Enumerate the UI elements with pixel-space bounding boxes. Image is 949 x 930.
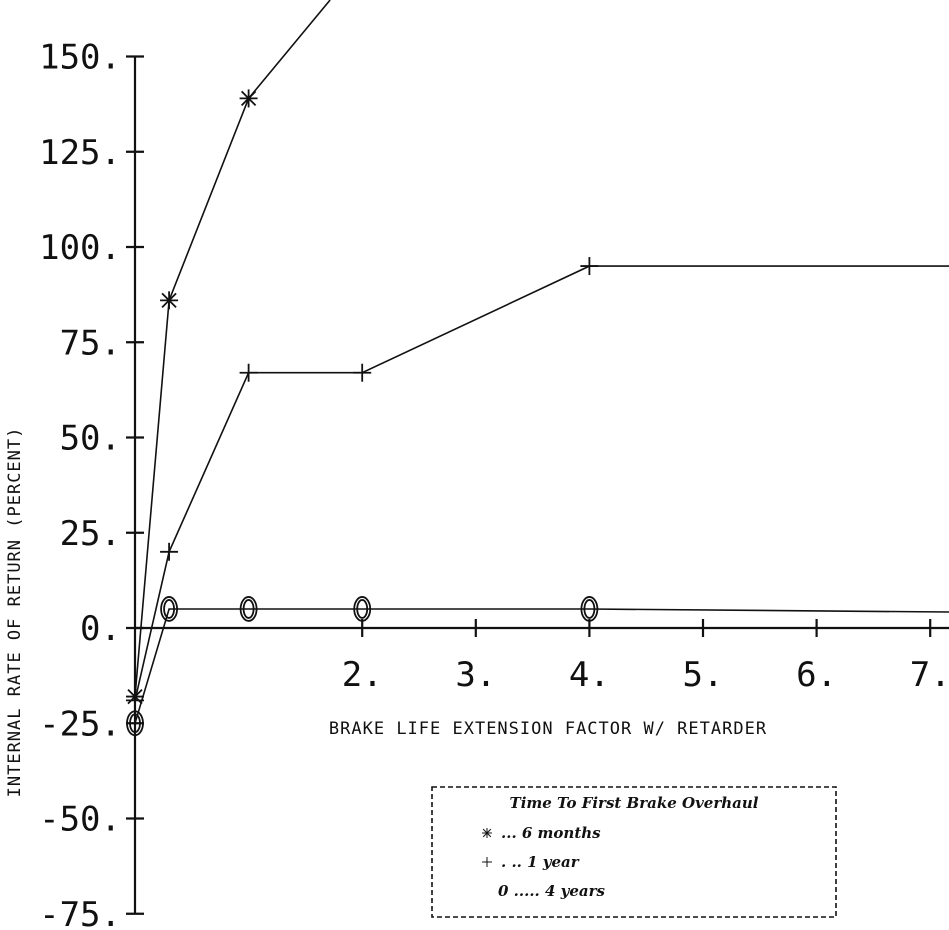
x-tick-label: 6.: [796, 655, 837, 695]
data-point-zero: [239, 596, 258, 622]
x-axis-ticks: 2.3.4.5.6.7.8.: [342, 619, 949, 695]
data-point-plus: [580, 257, 599, 276]
series-group: [126, 0, 949, 737]
legend-box: [431, 786, 837, 918]
series-plus: [126, 257, 949, 710]
data-point-plus: [353, 363, 372, 382]
data-point-plus: [160, 542, 179, 561]
series-line: [134, 608, 949, 724]
x-tick-label: 5.: [683, 655, 724, 695]
series-line: [134, 265, 949, 701]
data-point-asterisk: [239, 89, 258, 108]
data-point-plus: [239, 363, 258, 382]
legend-marker-plus: [482, 857, 492, 867]
legend-entry-label: . .. 1 year: [501, 853, 580, 871]
x-tick-label: 7.: [910, 655, 949, 695]
legend-entry: ... 6 months: [482, 824, 601, 842]
legend-entry: 0 ..... 4 years: [498, 882, 606, 900]
y-tick-label: -75.: [39, 895, 121, 930]
y-tick-label: 100.: [39, 228, 121, 268]
legend-entry-label: 0 ..... 4 years: [498, 882, 606, 900]
legend-entries: ... 6 months . .. 1 year 0 ..... 4 years: [482, 824, 606, 900]
y-tick-label: 25.: [60, 514, 121, 554]
x-tick-label: 2.: [342, 655, 383, 695]
y-tick-label: 75.: [60, 323, 121, 363]
y-axis-ticks: 150. 125. 100. 75. 50. 25. 0. -25. -50. -75.: [39, 38, 144, 930]
y-tick-label: 0.: [80, 609, 121, 649]
series-asterisk: [126, 0, 331, 706]
data-point-asterisk: [160, 291, 179, 310]
data-point-zero: [353, 596, 372, 622]
y-axis-label: INTERNAL RATE OF RETURN (PERCENT): [5, 427, 25, 798]
data-point-zero: [580, 596, 599, 622]
y-tick-label: -25.: [39, 704, 121, 744]
legend-entry-label: ... 6 months: [501, 824, 601, 842]
legend: Time To First Brake Overhaul ... 6 month…: [431, 786, 837, 918]
y-tick-label: 50.: [60, 419, 121, 459]
data-point-plus: [126, 691, 144, 710]
legend-marker-icon: [482, 857, 492, 867]
legend-title: Time To First Brake Overhaul: [510, 794, 759, 812]
y-tick-label: -50.: [39, 800, 121, 840]
y-tick-label: 150.: [39, 38, 121, 78]
series-zero: [126, 596, 949, 737]
data-point-zero: [126, 710, 144, 737]
legend-marker-icon: [482, 828, 492, 838]
y-tick-label: 125.: [39, 133, 121, 173]
x-axis-label: BRAKE LIFE EXTENSION FACTOR W/ RETARDER: [329, 719, 767, 739]
x-tick-label: 4.: [569, 655, 610, 695]
legend-marker-asterisk: [482, 828, 492, 838]
data-point-zero: [160, 596, 178, 622]
axes: [133, 56, 949, 914]
series-line: [134, 0, 331, 697]
x-tick-label: 3.: [455, 655, 496, 695]
legend-entry: . .. 1 year: [482, 853, 580, 871]
